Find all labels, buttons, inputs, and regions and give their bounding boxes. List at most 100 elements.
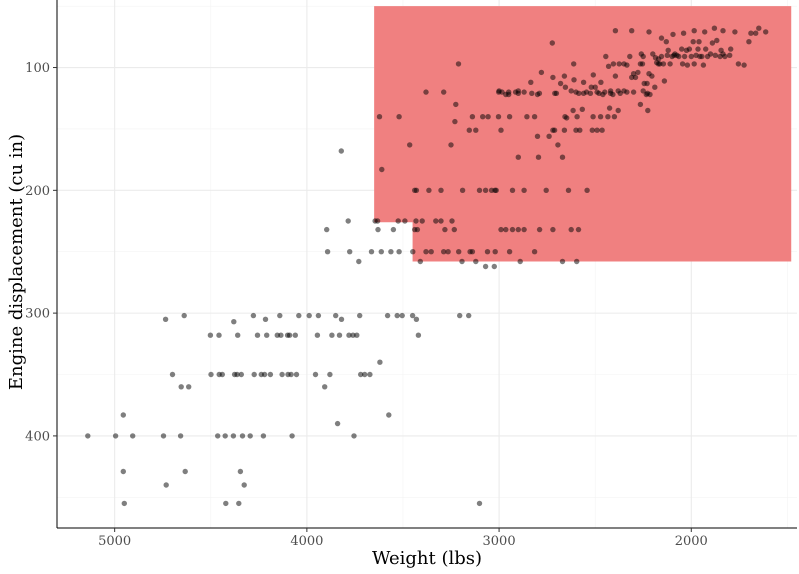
data-point — [579, 106, 585, 113]
data-point — [438, 218, 444, 224]
data-point — [314, 332, 321, 338]
data-point — [691, 61, 697, 67]
data-point — [509, 226, 516, 233]
data-point — [538, 69, 545, 76]
data-point — [568, 226, 574, 233]
data-point — [485, 114, 491, 120]
highlight-region — [374, 6, 792, 262]
data-point — [506, 114, 513, 120]
data-point — [476, 187, 483, 193]
data-point — [690, 39, 696, 45]
data-point — [665, 47, 671, 53]
data-point — [120, 412, 127, 418]
data-point — [455, 61, 462, 67]
data-point — [551, 127, 558, 133]
data-point — [357, 312, 363, 319]
data-point — [543, 187, 549, 193]
data-point — [679, 46, 685, 52]
data-point — [231, 319, 237, 325]
data-point — [162, 316, 169, 322]
data-point — [351, 433, 357, 439]
data-point — [627, 53, 633, 60]
data-point — [473, 127, 479, 133]
data-point — [456, 249, 462, 255]
data-point — [573, 89, 579, 95]
data-point — [236, 500, 242, 507]
y-tick-label: 100 — [25, 61, 50, 76]
data-point — [419, 218, 425, 224]
data-point — [356, 258, 362, 265]
data-point — [410, 249, 416, 255]
data-point — [594, 127, 600, 133]
data-point — [241, 482, 247, 488]
data-point — [699, 53, 705, 60]
data-point — [709, 40, 716, 46]
data-point — [388, 249, 394, 255]
data-point — [746, 39, 752, 45]
data-point — [350, 332, 356, 338]
data-point — [459, 187, 466, 193]
data-point — [289, 433, 295, 439]
data-point — [763, 29, 769, 35]
data-point — [261, 371, 268, 378]
data-point — [658, 35, 665, 41]
data-point — [630, 89, 637, 95]
data-point — [635, 69, 641, 76]
data-point — [354, 332, 360, 338]
data-point — [452, 118, 458, 125]
data-point — [660, 61, 667, 67]
data-point — [703, 46, 709, 52]
data-point — [607, 90, 614, 97]
data-point — [615, 107, 621, 114]
data-point — [528, 79, 534, 86]
data-point — [296, 312, 302, 319]
data-point — [496, 89, 502, 95]
data-point — [390, 226, 397, 233]
data-point — [580, 79, 587, 86]
data-point — [720, 28, 726, 34]
data-point — [515, 88, 521, 94]
data-point — [686, 46, 693, 52]
data-point — [645, 107, 651, 114]
data-point — [428, 249, 434, 255]
data-point — [621, 88, 627, 94]
data-point — [163, 482, 169, 488]
data-point — [640, 53, 646, 60]
data-point — [482, 187, 489, 193]
data-point — [712, 52, 718, 58]
data-point — [312, 371, 319, 378]
data-point — [278, 332, 284, 338]
data-point — [279, 371, 285, 378]
data-point — [292, 332, 298, 338]
data-point — [691, 28, 697, 34]
data-point — [498, 127, 504, 133]
data-point — [652, 84, 658, 90]
data-point — [663, 39, 669, 45]
data-point — [561, 127, 568, 133]
data-point — [235, 332, 241, 338]
data-point — [207, 332, 214, 338]
data-point — [324, 226, 330, 233]
data-point — [333, 312, 339, 319]
data-point — [615, 88, 621, 94]
data-point — [640, 88, 646, 94]
data-point — [178, 384, 184, 390]
data-point — [216, 332, 222, 338]
data-point — [409, 312, 416, 319]
data-point — [407, 142, 413, 148]
x-tick-label: 5000 — [98, 534, 131, 549]
data-point — [735, 61, 742, 67]
data-point — [598, 79, 604, 86]
data-point — [219, 371, 225, 378]
data-point — [680, 30, 687, 36]
data-point — [647, 91, 653, 98]
data-point — [222, 433, 228, 439]
data-point — [237, 468, 244, 475]
data-point — [664, 52, 670, 58]
data-point — [559, 258, 566, 265]
data-point — [394, 312, 400, 319]
data-point — [322, 384, 328, 390]
data-point — [438, 187, 444, 193]
data-point — [469, 249, 476, 255]
